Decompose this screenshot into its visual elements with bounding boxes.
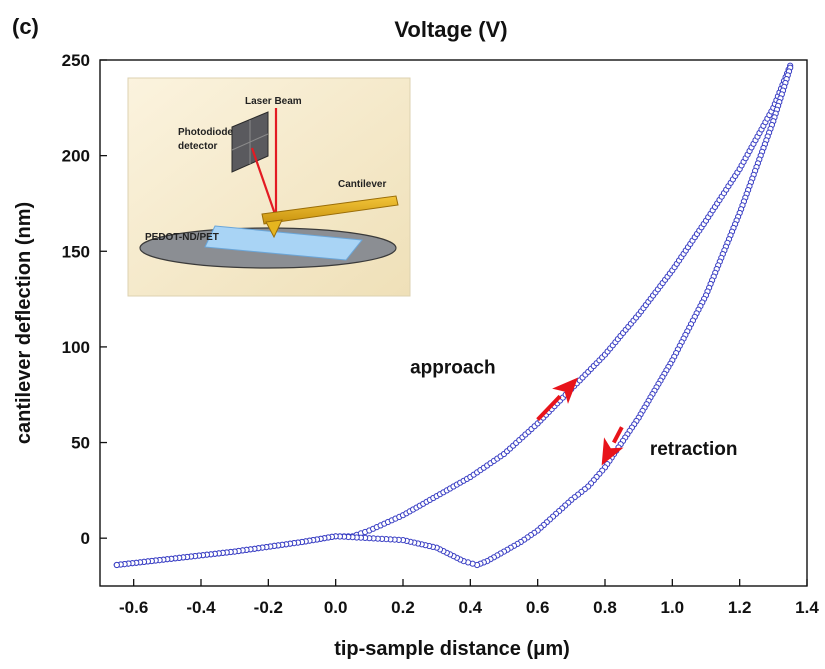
y-tick-label: 250 [62,51,90,70]
x-tick-label: 1.4 [795,598,819,617]
x-axis-ticks: -0.6 -0.4 -0.2 0.0 0.2 0.4 0.6 0.8 1.0 1.2 1.4 [119,579,819,617]
y-axis-ticks: 0 50 100 150 200 250 [62,51,107,548]
annotation-arrow-shaft [612,426,624,444]
reflected-beam [250,147,278,218]
annotation-arrow-shaft [536,394,562,421]
x-tick-label: -0.2 [254,598,283,617]
series-1 [113,64,794,569]
inset-label-cantilever: Cantilever [338,179,386,190]
panel-label: (c) [12,14,39,39]
y-axis-title: cantilever deflection (nm) [13,202,35,444]
x-tick-label: 0.8 [593,598,617,617]
inset-label-photodiode: Photodiode [178,127,233,138]
annotation-label: retraction [650,439,738,460]
x-tick-label: 0.6 [526,598,550,617]
y-tick-label: 0 [81,529,90,548]
inset-label-laser: Laser Beam [245,96,302,107]
y-tick-label: 150 [62,242,90,261]
sample-film [204,225,363,261]
x-tick-label: 1.0 [661,598,685,617]
chart-title: Voltage (V) [394,17,507,42]
y-tick-label: 50 [71,434,90,453]
y-tick-label: 200 [62,147,90,166]
x-tick-label: 0.2 [391,598,415,617]
tip [265,219,283,239]
x-tick-label: -0.4 [186,598,216,617]
x-tick-label: 0.4 [459,598,483,617]
x-tick-label: 0.0 [324,598,348,617]
plot-frame [99,59,808,587]
x-axis-title: tip-sample distance (μm) [334,638,570,660]
inset-schematic: Laser Beam Photodiode detector Cantileve… [127,77,411,297]
inset-label-detector: detector [178,141,218,152]
x-tick-label: 1.2 [728,598,752,617]
inset-label-sample: PEDOT-ND/PET [145,232,219,243]
annotation-arrow-head [552,377,579,404]
y-tick-label: 100 [62,338,90,357]
annotation-arrow-head [601,437,624,466]
annotation-label: approach [410,358,496,379]
data-point [113,561,120,569]
detector-divider [231,133,269,151]
cantilever [261,195,399,225]
x-tick-label: -0.6 [119,598,148,617]
annotation-layer: approach retraction [410,358,737,466]
